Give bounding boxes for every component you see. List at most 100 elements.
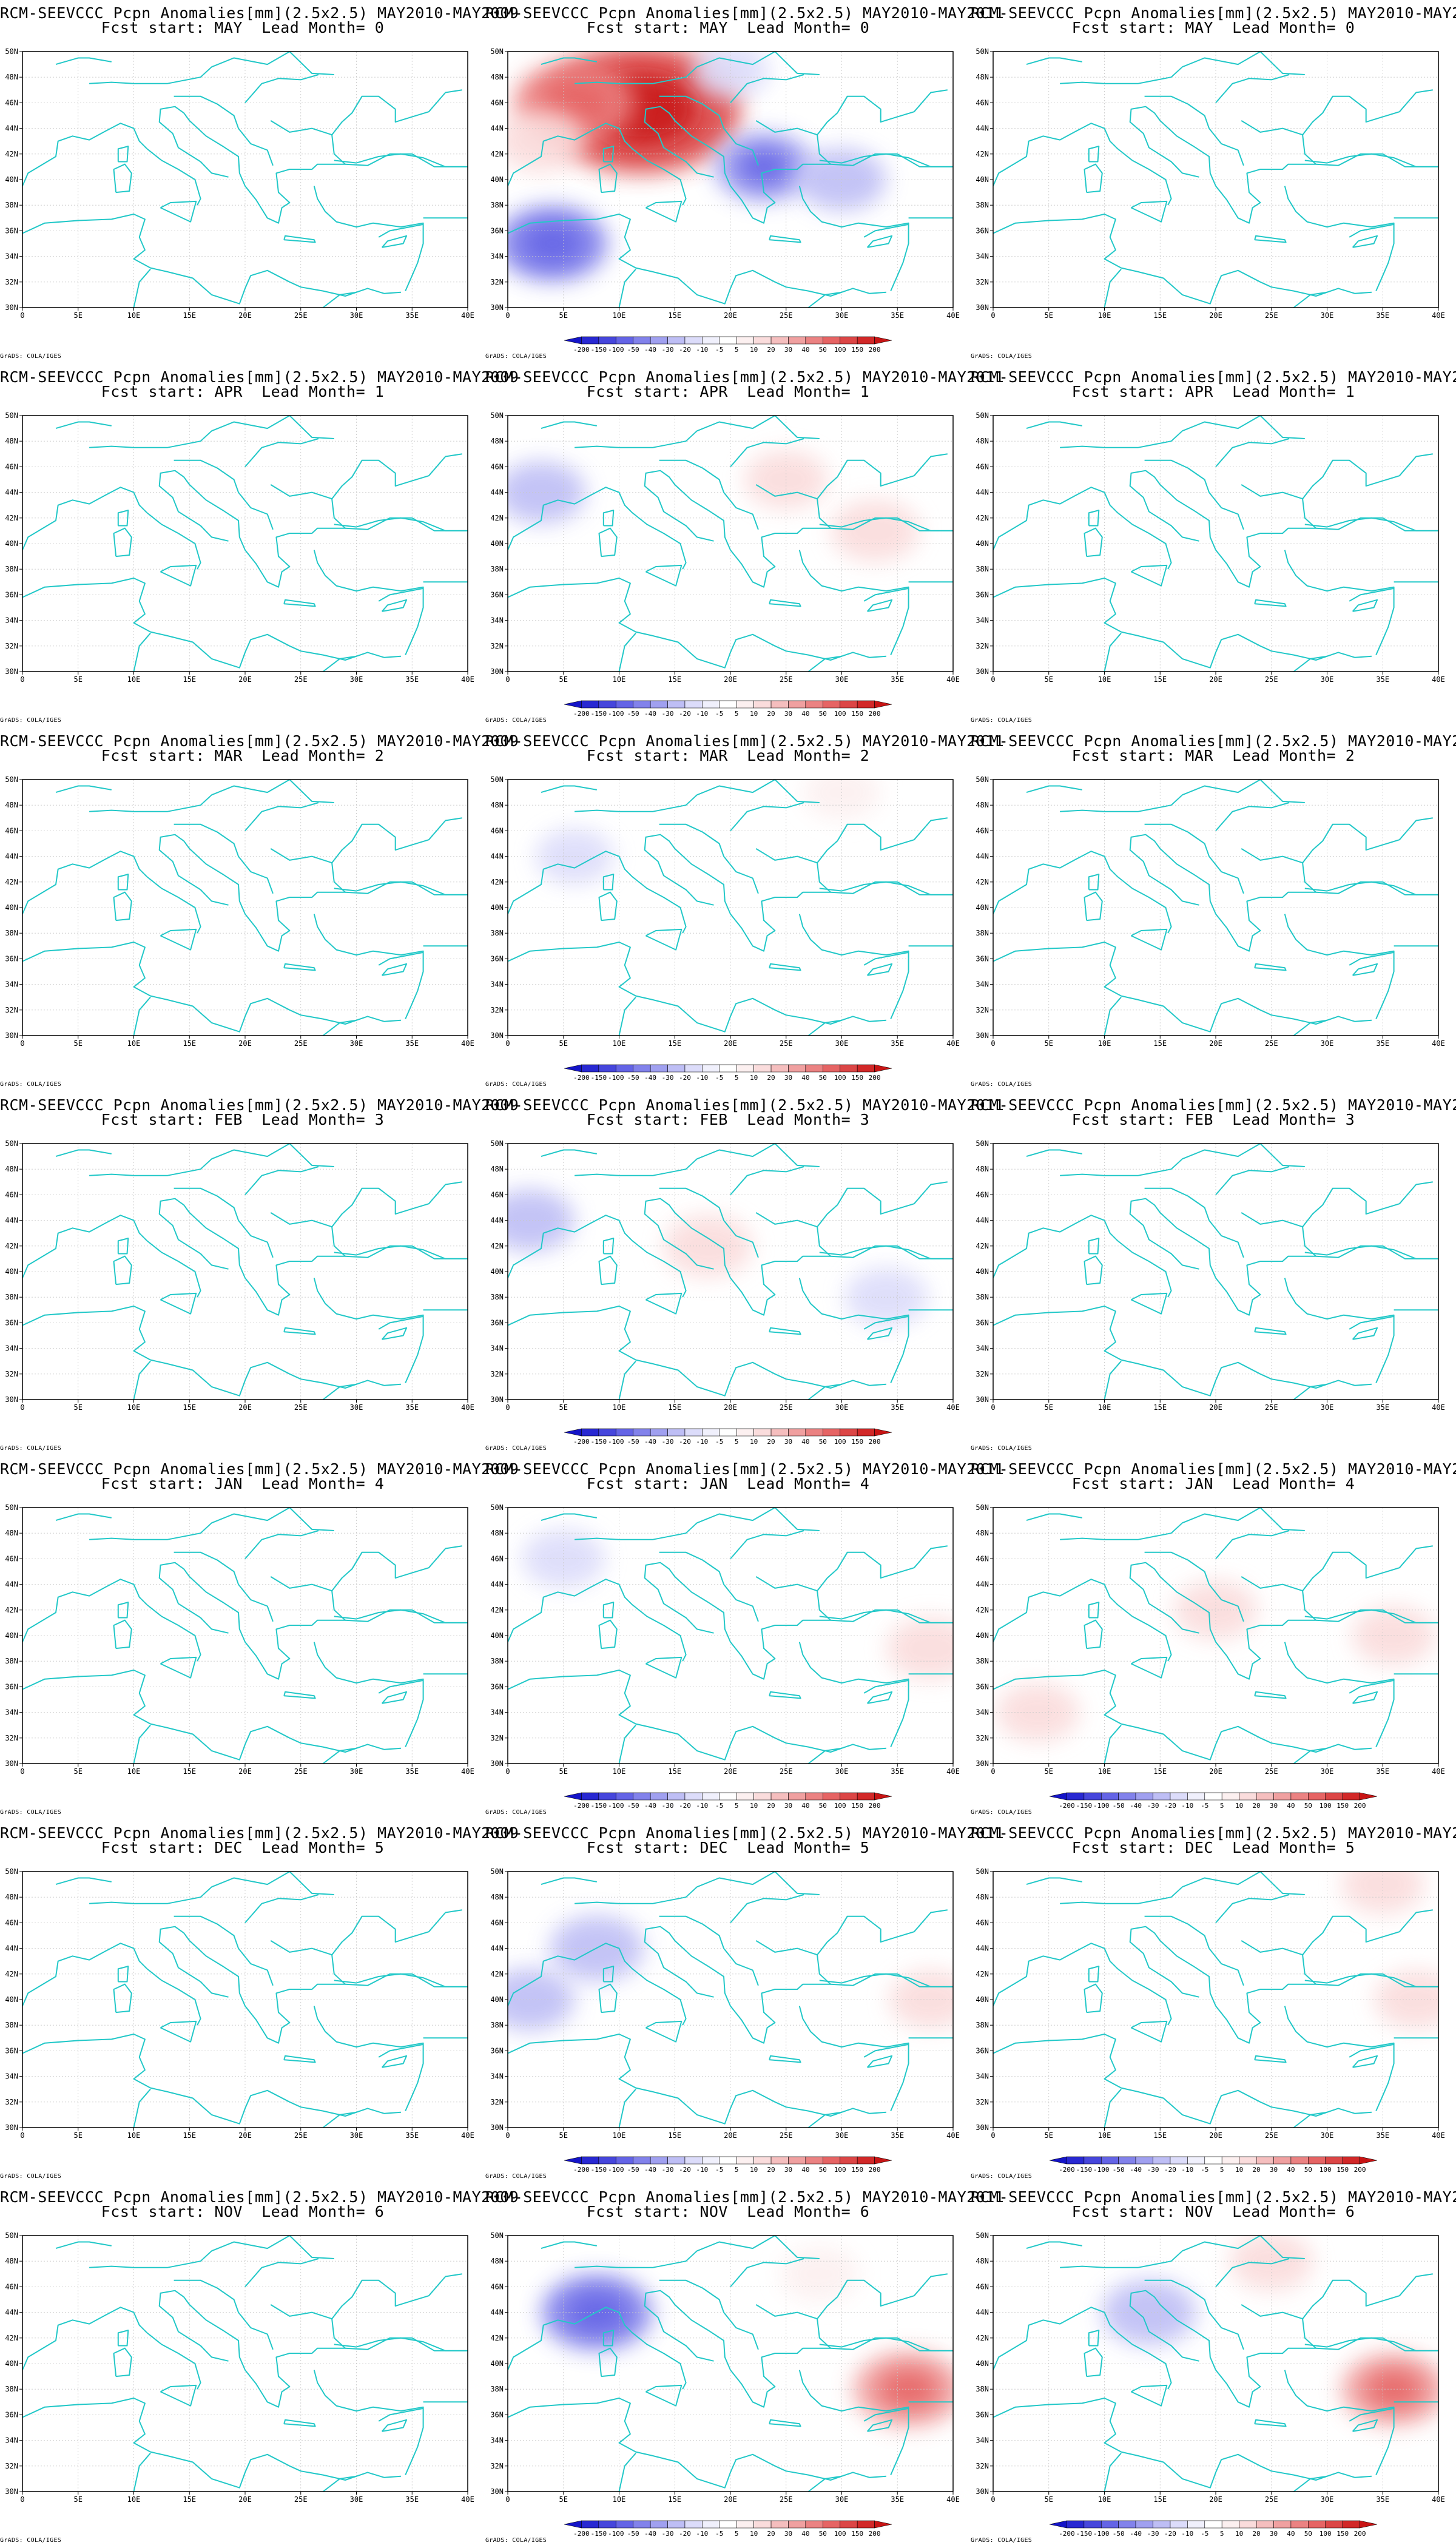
coastline (1254, 599, 1287, 607)
colorbar-swatch (1290, 2520, 1309, 2529)
colorbar-label: -20 (679, 2166, 691, 2174)
coastline (755, 848, 818, 864)
coastline (1352, 2419, 1378, 2432)
panel-title: RCM-SEEVCCC Pcpn Anomalies[mm](2.5x2.5) … (971, 732, 1456, 750)
panel-title: RCM-SEEVCCC Pcpn Anomalies[mm](2.5x2.5) … (971, 2188, 1456, 2206)
coastline (22, 1943, 201, 2026)
colorbar-label: -40 (644, 2166, 656, 2174)
coastline (55, 421, 112, 430)
coastlines (22, 780, 468, 1036)
x-tick-label: 20E (724, 311, 737, 320)
y-tick-label: 30N (5, 667, 18, 676)
x-tick-label: 15E (668, 1767, 681, 1776)
x-tick-label: 35E (891, 311, 904, 320)
panel-title: RCM-SEEVCCC Pcpn Anomalies[mm](2.5x2.5) … (971, 1824, 1456, 1842)
coastline (381, 2055, 408, 2068)
coastline (378, 2043, 423, 2058)
colorbar-label: -100 (1093, 1802, 1110, 1810)
coastline (133, 2089, 151, 2128)
y-tick-label: 32N (976, 642, 989, 650)
colorbar-label: -30 (662, 2530, 674, 2538)
colorbar-swatch (788, 1428, 806, 1437)
coastline (644, 817, 948, 952)
x-tick-label: 5E (1045, 2131, 1053, 2140)
y-tick-label: 34N (490, 2436, 504, 2445)
colorbar-swatch (564, 336, 582, 345)
x-tick-label: 20E (238, 1403, 252, 1412)
x-tick-label: 10E (127, 2131, 141, 2140)
y-tick-label: 40N (490, 539, 504, 548)
colorbar-swatch (1187, 2156, 1205, 2165)
x-tick-label: 15E (183, 2495, 196, 2504)
y-tick-label: 44N (976, 1944, 989, 1953)
colorbar-swatch (753, 2156, 772, 2165)
y-tick-label: 42N (976, 150, 989, 158)
y-tick-label: 34N (976, 252, 989, 261)
x-tick-label: 30E (1321, 675, 1334, 684)
y-tick-label: 46N (976, 2282, 989, 2291)
y-tick-label: 30N (976, 1031, 989, 1040)
x-tick-label: 0 (505, 675, 510, 684)
colorbar-swatch (753, 1064, 772, 1073)
colorbar-swatch (788, 1064, 806, 1073)
y-tick-label: 40N (976, 1267, 989, 1276)
x-tick-label: 35E (405, 1767, 419, 1776)
y-tick-label: 44N (490, 488, 504, 497)
colorbar: -200 -150 -100 -50 -40 -30 -20 -10 -5 5 10 20 30 40 50… (564, 2520, 892, 2538)
x-tick-label: 25E (780, 1403, 793, 1412)
grads-credit: GrADS: COLA/IGES (971, 717, 1033, 724)
colorbar-swatch (736, 336, 754, 345)
map-panel: 0 5E 10E 15E 20E 25E 30E 35E 40E 50N 48N 46N 44N 42N 4… (971, 1092, 1456, 1456)
panel-title: RCM-SEEVCCC Pcpn Anomalies[mm](2.5x2.5) … (485, 4, 1005, 22)
colorbar-label: -30 (1147, 2530, 1159, 2538)
y-tick-label: 40N (976, 175, 989, 184)
x-tick-label: 10E (1098, 2131, 1111, 2140)
coastline (598, 891, 618, 922)
colorbar: -200 -150 -100 -50 -40 -30 -20 -10 -5 5 10 20 30 40 50… (564, 2156, 892, 2174)
coastline (1104, 633, 1122, 672)
x-tick-label: 25E (780, 1039, 793, 1048)
x-tick-label: 25E (294, 1403, 308, 1412)
colorbar-swatch (633, 1064, 651, 1073)
colorbar-label: -20 (679, 1074, 691, 1082)
colorbar-label: -10 (1181, 1802, 1193, 1810)
x-tick-label: 10E (127, 1403, 141, 1412)
y-tick-label: 32N (5, 1370, 18, 1378)
colorbar-swatch (1135, 1792, 1153, 1801)
coastline (160, 1292, 197, 1315)
y-tick-label: 38N (490, 929, 504, 937)
y-tick-label: 48N (5, 1893, 18, 1901)
colorbar-swatch (581, 1792, 599, 1801)
x-tick-label: 30E (350, 1039, 363, 1048)
panel-subtitle: Fcst start: APR Lead Month= 1 (1071, 383, 1355, 400)
colorbar-swatch (1100, 2520, 1119, 2529)
coastline (1144, 459, 1244, 530)
colorbar-swatch (1360, 2156, 1378, 2165)
y-tick-label: 38N (976, 201, 989, 209)
colorbar-swatch (615, 700, 633, 709)
panel-subtitle: Fcst start: MAY Lead Month= 0 (1071, 19, 1355, 36)
coastline (174, 823, 274, 894)
y-tick-label: 40N (5, 1631, 18, 1640)
map-panel: 0 5E 10E 15E 20E 25E 30E 35E 40E 50N 48N 46N 44N 42N 4… (0, 364, 519, 728)
x-tick-label: 35E (891, 2495, 904, 2504)
colorbar-swatch (1153, 2156, 1171, 2165)
x-tick-label: 0 (991, 2131, 995, 2140)
colorbar-label: 200 (869, 1074, 881, 1082)
colorbar-label: 100 (834, 710, 846, 718)
colorbar-swatch (770, 1428, 789, 1437)
colorbar-swatch (1067, 1792, 1085, 1801)
coastline (1215, 1530, 1290, 1560)
colorbar-label: -200 (573, 1438, 590, 1446)
x-tick-label: 30E (835, 675, 849, 684)
colorbar-swatch (753, 336, 772, 345)
colorbar-swatch (1204, 2520, 1222, 2529)
y-tick-label: 34N (5, 2436, 18, 2445)
colorbar-swatch (702, 1792, 720, 1801)
colorbar-label: -100 (608, 1074, 624, 1082)
coastlines (993, 780, 1438, 1036)
coastline (819, 153, 953, 167)
colorbar-swatch (615, 1064, 633, 1073)
x-tick-label: 10E (1098, 1039, 1111, 1048)
y-tick-label: 36N (490, 2410, 504, 2419)
